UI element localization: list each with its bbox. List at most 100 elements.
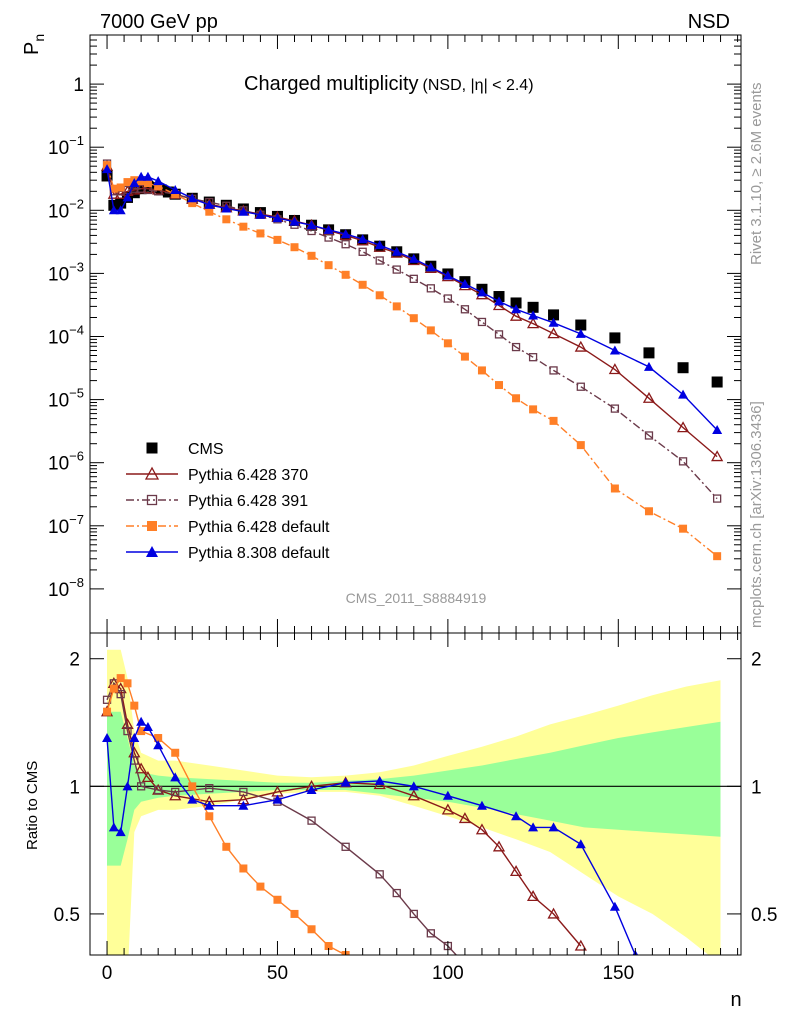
data-point xyxy=(122,192,133,202)
ratio-point xyxy=(114,682,127,694)
ratio-point xyxy=(340,777,351,787)
data-point xyxy=(576,382,585,391)
data-point xyxy=(575,328,586,338)
ratio-point xyxy=(509,865,523,877)
data-point xyxy=(341,240,350,249)
data-point xyxy=(272,213,283,223)
data-point xyxy=(529,405,538,414)
ratio-y-label: Ratio to CMS xyxy=(24,761,41,850)
data-point xyxy=(459,278,470,288)
x-tick-label: 0 xyxy=(102,963,113,984)
ratio-point xyxy=(129,733,140,743)
data-point xyxy=(324,261,333,270)
legend-marker xyxy=(144,466,160,480)
data-point xyxy=(170,184,181,194)
ratio-point xyxy=(171,787,180,797)
data-point xyxy=(409,274,418,283)
data-point xyxy=(712,494,722,503)
ratio-point xyxy=(307,925,316,934)
legend-marker xyxy=(147,521,157,531)
y-tick-label: 10−8 xyxy=(48,575,84,601)
y-tick-label: 10−4 xyxy=(48,322,84,348)
data-point xyxy=(324,233,333,242)
ratio-point xyxy=(109,684,118,693)
ratio-point xyxy=(359,960,367,968)
legend-label: Pythia 8.308 default xyxy=(188,545,330,562)
legend: CMS Pythia 6.428 370 Pythia 6.428 391 Pythi… xyxy=(126,441,330,562)
data-point xyxy=(712,424,723,434)
header-left: 7000 GeV pp xyxy=(100,11,218,33)
data-point xyxy=(188,199,197,208)
data-point xyxy=(426,284,435,293)
ratio-point xyxy=(204,800,215,810)
ratio-point xyxy=(116,689,125,699)
data-point xyxy=(323,224,334,234)
ratio-point xyxy=(441,803,454,815)
ratio-point xyxy=(290,909,299,918)
ratio-point xyxy=(575,839,586,849)
legend-marker xyxy=(146,494,158,506)
data-point xyxy=(642,391,656,403)
data-point xyxy=(340,229,351,239)
ratio-point xyxy=(468,971,475,978)
ratio-series-2 xyxy=(103,674,367,968)
x-tick-label: 50 xyxy=(267,963,288,984)
ratio-band xyxy=(107,649,721,955)
data-point xyxy=(442,270,453,280)
data-point xyxy=(115,205,126,215)
analysis-id: CMS_2011_S8884919 xyxy=(346,590,487,606)
data-point xyxy=(391,246,402,256)
data-point xyxy=(375,291,384,300)
data-point xyxy=(143,179,152,188)
data-point xyxy=(392,265,401,274)
y-tick-label: 10−1 xyxy=(48,133,84,159)
data-point xyxy=(141,182,155,194)
data-point xyxy=(256,229,265,238)
y-tick-label: 1 xyxy=(73,75,84,96)
data-point xyxy=(610,404,620,413)
data-point xyxy=(123,178,132,187)
data-point xyxy=(221,203,232,213)
data-point xyxy=(137,177,146,186)
data-point xyxy=(171,190,180,199)
data-point xyxy=(576,441,585,450)
ratio-point xyxy=(123,726,132,736)
series-4 xyxy=(102,164,723,434)
data-point xyxy=(548,309,560,321)
data-point xyxy=(443,294,453,303)
y-tick-label: 10−5 xyxy=(48,386,84,412)
ratio-point xyxy=(511,811,522,821)
ratio-point xyxy=(103,707,112,716)
data-point xyxy=(425,262,436,272)
data-point xyxy=(306,220,317,230)
chart-title: Charged multiplicity (NSD, |η| < 2.4) xyxy=(244,73,534,95)
data-point xyxy=(357,234,368,244)
ratio-point xyxy=(307,816,316,825)
data-point xyxy=(527,301,539,313)
legend-marker xyxy=(146,442,158,454)
data-point xyxy=(238,206,249,216)
data-point xyxy=(408,253,419,263)
data-point xyxy=(549,416,558,425)
ratio-point xyxy=(273,895,282,904)
ratio-point xyxy=(475,823,489,835)
data-point xyxy=(255,209,266,219)
data-point xyxy=(290,243,299,252)
data-point xyxy=(205,207,214,216)
data-point xyxy=(375,256,384,265)
data-point xyxy=(713,552,722,561)
data-point xyxy=(358,247,367,256)
y-tick-label: 10−2 xyxy=(48,196,84,222)
legend-entry: CMS xyxy=(146,441,224,458)
ratio-point xyxy=(141,771,155,782)
data-point xyxy=(610,484,619,493)
ratio-y-tick-label: 2 xyxy=(69,650,80,671)
legend-entry: Pythia 6.428 370 xyxy=(126,466,308,484)
mcplots-label: mcplots.cern.ch [arXiv:1306.3436] xyxy=(748,401,765,628)
data-point xyxy=(142,171,153,181)
data-point xyxy=(222,215,231,224)
y-tick-label: 10−6 xyxy=(48,449,84,475)
data-point xyxy=(549,366,558,375)
ratio-series-1 xyxy=(102,679,475,978)
